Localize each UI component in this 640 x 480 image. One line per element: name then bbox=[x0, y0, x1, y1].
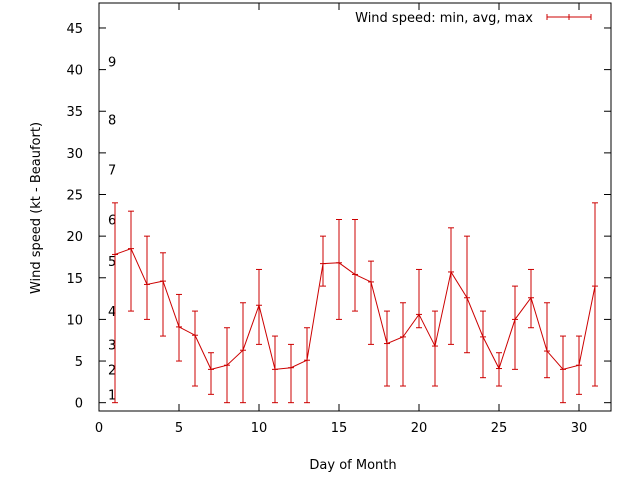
beaufort-label: 3 bbox=[108, 338, 116, 353]
y-tick-label: 30 bbox=[66, 147, 83, 162]
x-tick-label: 0 bbox=[95, 421, 103, 436]
beaufort-label: 1 bbox=[108, 388, 116, 403]
y-axis-label: Wind speed (kt - Beaufort) bbox=[29, 122, 44, 294]
beaufort-label: 2 bbox=[108, 363, 116, 378]
beaufort-label: 6 bbox=[108, 213, 116, 228]
x-tick-label: 5 bbox=[175, 421, 183, 436]
beaufort-label: 5 bbox=[108, 255, 116, 270]
beaufort-scale: 1 2 3 4 5 6 7 8 9 bbox=[108, 55, 116, 403]
y-tick-label: 35 bbox=[66, 105, 83, 120]
x-tick-label: 10 bbox=[251, 421, 268, 436]
y-tick-label: 45 bbox=[66, 22, 83, 37]
beaufort-label: 7 bbox=[108, 164, 116, 179]
y-tick-label: 20 bbox=[66, 230, 83, 245]
y-tick-label: 40 bbox=[66, 64, 83, 79]
y-tick-label: 25 bbox=[66, 189, 83, 204]
beaufort-label: 8 bbox=[108, 114, 116, 129]
plot-axes bbox=[98, 2, 612, 412]
y-tick-label: 15 bbox=[66, 272, 83, 287]
x-tick-label: 20 bbox=[411, 421, 428, 436]
beaufort-label: 4 bbox=[108, 305, 116, 320]
plot-frame bbox=[98, 2, 612, 412]
x-tick-label: 15 bbox=[331, 421, 348, 436]
legend: Wind speed: min, avg, max bbox=[355, 11, 592, 26]
y-tick-label: 5 bbox=[75, 355, 83, 370]
beaufort-label: 9 bbox=[108, 55, 116, 70]
x-tick-label: 25 bbox=[491, 421, 508, 436]
wind-speed-series bbox=[112, 202, 598, 404]
legend-label: Wind speed: min, avg, max bbox=[355, 11, 533, 26]
x-axis-label: Day of Month bbox=[309, 458, 396, 473]
y-tick-label: 0 bbox=[75, 397, 83, 412]
x-tick-label: 30 bbox=[571, 421, 588, 436]
y-tick-label: 10 bbox=[66, 313, 83, 328]
